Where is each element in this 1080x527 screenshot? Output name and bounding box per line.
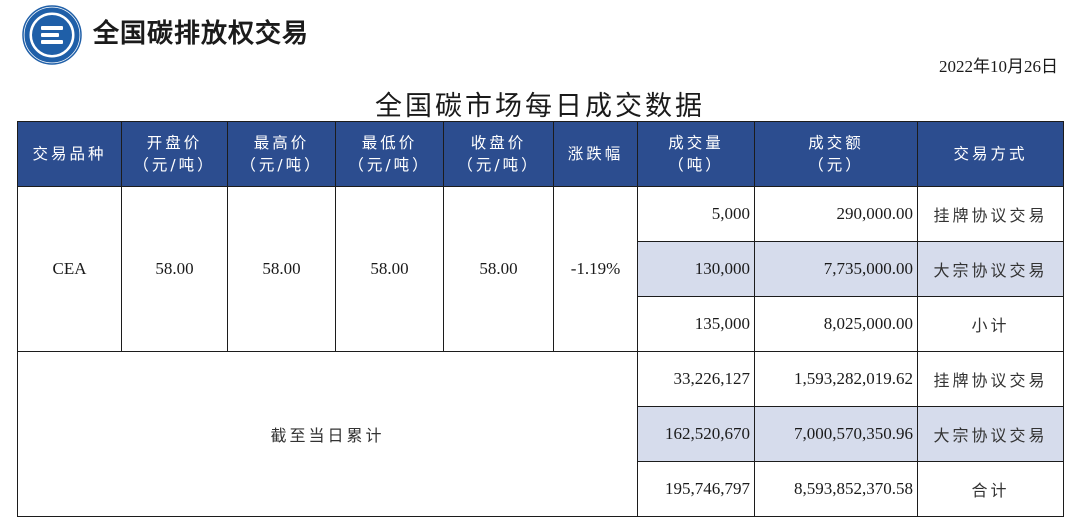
col-change-header: 涨跌幅 <box>553 121 638 187</box>
change-cell: -1.19% <box>553 186 638 352</box>
method-cell: 挂牌协议交易 <box>917 186 1064 242</box>
report-date: 2022年10月26日 <box>939 57 1058 76</box>
table-row: 195,746,797 8,593,852,370.58 合计 <box>18 461 1064 517</box>
volume-cell: 130,000 <box>637 241 755 297</box>
amount-cell: 7,735,000.00 <box>754 241 918 297</box>
low-price-cell: 58.00 <box>335 186 444 352</box>
col-volume-header: 成交量 （吨） <box>637 121 755 187</box>
col-open-header: 开盘价 （元/吨） <box>121 121 228 187</box>
table-row: 135,000 8,025,000.00 小计 <box>18 296 1064 352</box>
col-high-header: 最高价 （元/吨） <box>227 121 336 187</box>
method-cell: 小计 <box>917 296 1064 352</box>
open-price-cell: 58.00 <box>121 186 228 352</box>
exchange-logo-icon <box>22 5 82 65</box>
cumulative-label-cell: 截至当日累计 <box>17 351 638 517</box>
table-row: CEA 58.00 58.00 58.00 58.00 -1.19% 5,000… <box>17 186 1064 352</box>
amount-cell: 8,025,000.00 <box>754 296 918 352</box>
table-row: 130,000 7,735,000.00 大宗协议交易 <box>18 241 1064 297</box>
amount-cell: 8,593,852,370.58 <box>754 461 918 517</box>
table-row: 162,520,670 7,000,570,350.96 大宗协议交易 <box>18 406 1064 462</box>
volume-cell: 195,746,797 <box>637 461 755 517</box>
high-price-cell: 58.00 <box>227 186 336 352</box>
method-cell: 挂牌协议交易 <box>917 351 1064 407</box>
trading-data-table: 交易品种 开盘价 （元/吨） 最高价 （元/吨） 最低价 （元/吨） 收盘价 （元/吨）… <box>17 121 1064 517</box>
volume-cell: 5,000 <box>637 186 755 242</box>
col-low-header: 最低价 （元/吨） <box>335 121 444 187</box>
close-price-cell: 58.00 <box>443 186 554 352</box>
method-cell: 合计 <box>917 461 1064 517</box>
page-title: 全国碳市场每日成交数据 <box>375 91 705 122</box>
volume-cell: 33,226,127 <box>637 351 755 407</box>
brand-name: 全国碳排放权交易 <box>93 19 310 49</box>
table-row: 截至当日累计 33,226,127 1,593,282,019.62 挂牌协议交… <box>17 351 1064 517</box>
method-cell: 大宗协议交易 <box>917 406 1064 462</box>
volume-cell: 135,000 <box>637 296 755 352</box>
amount-cell: 290,000.00 <box>754 186 918 242</box>
product-cell: CEA <box>17 186 122 352</box>
col-method-header: 交易方式 <box>917 121 1064 187</box>
amount-cell: 1,593,282,019.62 <box>754 351 918 407</box>
volume-cell: 162,520,670 <box>637 406 755 462</box>
amount-cell: 7,000,570,350.96 <box>754 406 918 462</box>
col-amount-header: 成交额 （元） <box>754 121 918 187</box>
method-cell: 大宗协议交易 <box>917 241 1064 297</box>
col-product-header: 交易品种 <box>17 121 122 187</box>
col-close-header: 收盘价 （元/吨） <box>443 121 554 187</box>
table-header-row: 交易品种 开盘价 （元/吨） 最高价 （元/吨） 最低价 （元/吨） 收盘价 （元/吨）… <box>17 121 1064 187</box>
